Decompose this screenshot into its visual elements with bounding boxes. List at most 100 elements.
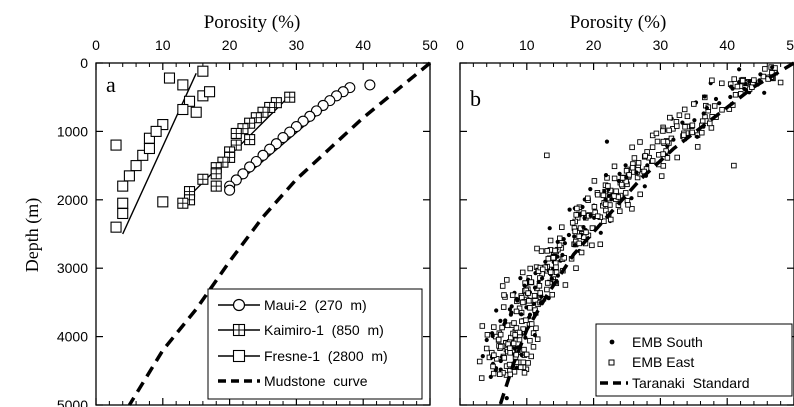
emb-south-point	[560, 252, 565, 258]
legend-kaimiro-label: Kaimiro-1 (850 m)	[264, 322, 384, 338]
emb-south-point	[609, 197, 614, 202]
emb-east-point	[613, 188, 619, 194]
fresne-point	[177, 79, 189, 91]
emb-east-point	[544, 248, 550, 254]
emb-south-point	[514, 365, 519, 370]
emb-south-point	[634, 170, 639, 175]
emb-east-point	[552, 247, 558, 254]
emb-east-point	[731, 76, 737, 82]
emb-east-point	[531, 292, 538, 299]
emb-east-point	[594, 191, 601, 198]
panel-b-label: b	[470, 86, 481, 111]
emb-south-point	[519, 352, 524, 358]
emb-south-point	[629, 196, 634, 201]
legend-kaimiro-marker	[232, 323, 246, 337]
emb-south-point	[532, 333, 538, 338]
emb-east-point	[504, 322, 511, 329]
emb-east-point	[526, 298, 532, 304]
panel-b-x-ticks: 0 10 20 30 40 50	[456, 37, 794, 405]
x-tick-label: 50	[786, 37, 794, 53]
fresne-point	[157, 119, 169, 131]
emb-east-point	[547, 269, 554, 275]
emb-south-point	[498, 318, 503, 323]
y-tick-label: 2000	[57, 192, 88, 208]
panel-a-x-ticks: 0 10 20 30 40 50	[92, 37, 438, 405]
emb-east-point	[544, 152, 550, 159]
emb-east-point	[674, 154, 680, 161]
emb-east-point	[666, 127, 672, 134]
emb-east-point	[544, 280, 551, 286]
emb-east-point	[637, 139, 643, 145]
emb-south-point	[484, 337, 489, 343]
emb-east-point	[762, 66, 768, 72]
x-tick-label: 10	[155, 37, 171, 53]
fresne-point	[183, 95, 196, 107]
emb-east-point	[631, 155, 638, 161]
y-tick-label: 5000	[57, 397, 88, 407]
emb-east-point	[511, 320, 517, 326]
emb-south-point	[532, 285, 538, 290]
emb-south-point	[758, 72, 763, 77]
emb-east-point	[667, 114, 673, 121]
fresne-point	[137, 149, 149, 161]
emb-east-point	[603, 207, 609, 214]
panel-a-x-title: Porosity (%)	[204, 12, 301, 33]
maui-point	[364, 79, 376, 91]
emb-east-point	[709, 77, 715, 84]
emb-east-point	[537, 290, 543, 296]
emb-south-point	[728, 84, 734, 89]
emb-south-point	[606, 193, 612, 198]
emb-east-point	[549, 291, 555, 298]
emb-east-point	[618, 181, 625, 188]
emb-south-point	[617, 171, 622, 176]
emb-south-point	[555, 273, 561, 278]
emb-south-point	[547, 226, 552, 231]
emb-south-point	[588, 187, 593, 192]
emb-south-point	[728, 94, 733, 100]
maui-point	[230, 174, 242, 186]
emb-east-point	[660, 163, 667, 169]
emb-east-point	[591, 178, 598, 184]
emb-east-point	[544, 286, 550, 293]
emb-east-point	[553, 264, 559, 270]
emb-east-point	[731, 162, 737, 169]
x-tick-label: 30	[653, 37, 669, 53]
emb-east-point	[504, 277, 510, 283]
emb-south-point	[581, 225, 586, 230]
emb-east-point	[491, 352, 497, 358]
emb-south-point	[490, 333, 495, 339]
fresne-point	[177, 103, 189, 116]
emb-east-point	[501, 292, 507, 298]
emb-south-point	[743, 81, 748, 87]
emb-east-point	[617, 208, 623, 214]
emb-east-point	[512, 332, 518, 338]
taranaki-standard-curve	[498, 61, 794, 406]
emb-east-point	[689, 129, 695, 136]
emb-east-point	[580, 210, 587, 216]
emb-east-point	[513, 351, 519, 358]
emb-east-point	[501, 355, 508, 361]
emb-south-point	[582, 216, 587, 221]
emb-east-point	[500, 304, 507, 310]
fresne-point	[110, 139, 122, 151]
emb-east-point	[589, 225, 596, 231]
emb-east-point	[520, 299, 526, 306]
emb-east-point	[576, 240, 582, 247]
panel-a-label: a	[106, 72, 116, 97]
panel-b-legend: EMB South EMB East Taranaki Standard	[595, 323, 793, 397]
emb-east-point	[520, 359, 527, 366]
emb-east-point	[562, 282, 569, 288]
emb-east-point	[707, 120, 713, 127]
kaimiro-point	[210, 180, 222, 192]
kaimiro-point	[230, 127, 242, 140]
emb-east-point	[476, 358, 483, 365]
emb-east-point	[538, 248, 545, 254]
emb-east-point	[682, 124, 688, 130]
mudstone-curve	[127, 61, 432, 406]
emb-south-point	[603, 197, 608, 202]
kaimiro-point	[244, 134, 256, 146]
emb-south-point	[671, 137, 676, 142]
panel-a-y-ticks: 0 1000 2000 3000 4000 5000	[57, 55, 430, 407]
legend-emb-east-label: EMB East	[632, 354, 694, 370]
emb-east-point	[660, 151, 666, 157]
